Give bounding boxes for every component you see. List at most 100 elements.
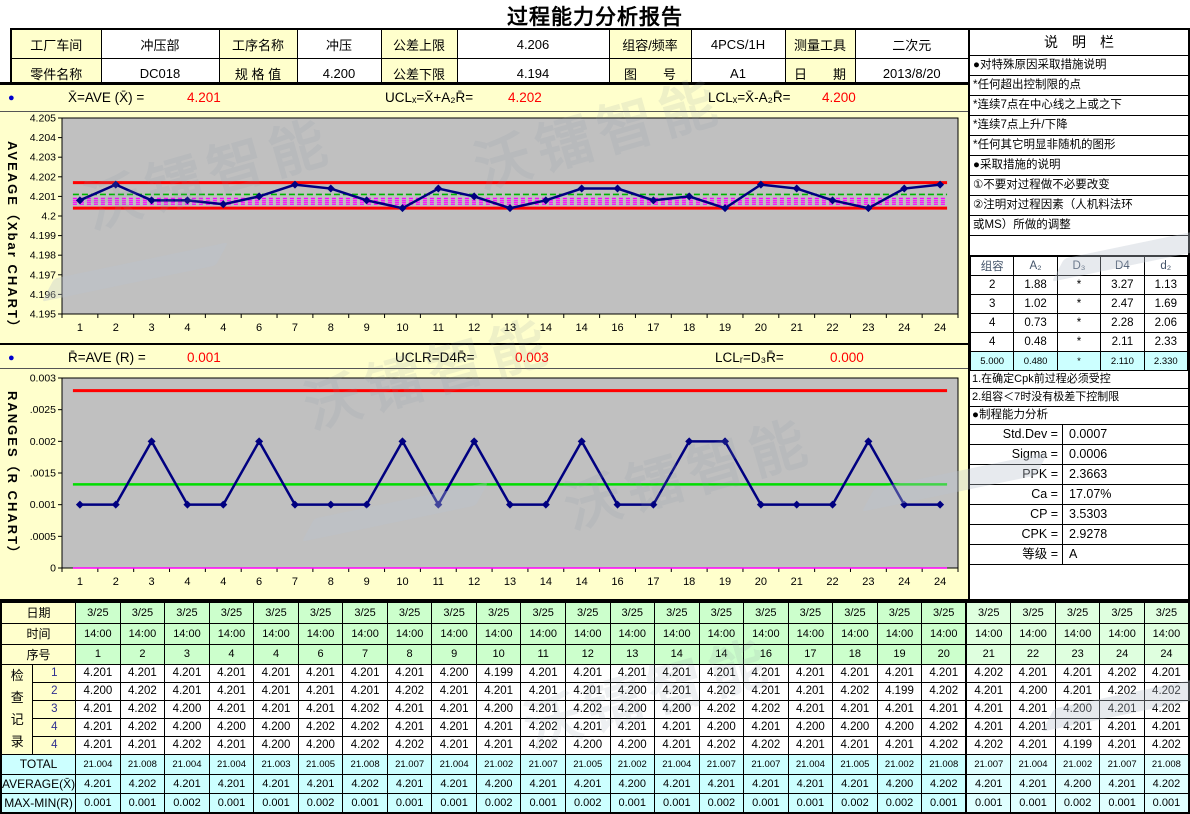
measurement-cell[interactable]: 4.201 [431,717,477,737]
time-cell[interactable]: 14:00 [1054,622,1101,645]
measurement-cell[interactable]: 4.200 [208,717,255,737]
measurement-cell[interactable]: 4.202 [386,681,433,701]
measurement-cell[interactable]: 4.201 [297,663,344,683]
info-value[interactable]: 冲压部 [100,28,220,59]
measurement-cell[interactable]: 4.201 [654,681,700,701]
measurement-cell[interactable]: 4.202 [564,699,611,719]
date-cell[interactable]: 3/25 [1099,601,1145,624]
date-cell[interactable]: 3/25 [698,601,745,624]
measurement-cell[interactable]: 4.201 [1099,735,1145,755]
measurement-cell[interactable]: 4.201 [743,681,789,701]
measurement-cell[interactable]: 4.201 [1099,717,1145,737]
measurement-cell[interactable]: 4.201 [787,681,834,701]
measurement-cell[interactable]: 4.201 [965,681,1012,701]
measurement-cell[interactable]: 4.202 [965,663,1012,683]
measurement-cell[interactable]: 4.201 [876,663,923,683]
measurement-cell[interactable]: 4.200 [164,717,210,737]
measurement-cell[interactable]: 4.201 [164,663,210,683]
measurement-cell[interactable]: 4.202 [921,735,967,755]
measurement-cell[interactable]: 4.201 [475,681,522,701]
measurement-cell[interactable]: 4.201 [787,663,834,683]
measurement-cell[interactable]: 4.201 [609,663,656,683]
measurement-cell[interactable]: 4.202 [119,681,166,701]
measurement-cell[interactable]: 4.201 [832,699,878,719]
measurement-cell[interactable]: 4.201 [253,663,299,683]
measurement-cell[interactable]: 4.201 [342,663,388,683]
measurement-cell[interactable]: 4.201 [208,735,255,755]
time-cell[interactable]: 14:00 [520,622,566,645]
measurement-cell[interactable]: 4.201 [208,699,255,719]
time-cell[interactable]: 14:00 [743,622,789,645]
measurement-cell[interactable]: 4.201 [1099,699,1145,719]
measurement-cell[interactable]: 4.201 [342,681,388,701]
measurement-cell[interactable]: 4.200 [1054,699,1101,719]
date-cell[interactable]: 3/25 [164,601,210,624]
time-cell[interactable]: 14:00 [431,622,477,645]
measurement-cell[interactable]: 4.201 [654,663,700,683]
time-cell[interactable]: 14:00 [1143,622,1190,645]
time-cell[interactable]: 14:00 [832,622,878,645]
info-value[interactable]: 4PCS/1H [690,28,786,59]
measurement-cell[interactable]: 4.201 [654,735,700,755]
measurement-cell[interactable]: 4.201 [386,717,433,737]
date-cell[interactable]: 3/25 [520,601,566,624]
measurement-cell[interactable]: 4.201 [119,735,166,755]
measurement-cell[interactable]: 4.201 [253,699,299,719]
measurement-cell[interactable]: 4.201 [297,699,344,719]
date-cell[interactable]: 3/25 [208,601,255,624]
measurement-cell[interactable]: 4.201 [921,663,967,683]
measurement-cell[interactable]: 4.201 [386,663,433,683]
measurement-cell[interactable]: 4.201 [164,681,210,701]
measurement-cell[interactable]: 4.200 [253,735,299,755]
measurement-cell[interactable]: 4.200 [654,699,700,719]
measurement-cell[interactable]: 4.199 [876,681,923,701]
measurement-cell[interactable]: 4.201 [743,663,789,683]
measurement-cell[interactable]: 4.201 [1010,699,1056,719]
measurement-cell[interactable]: 4.202 [1143,699,1190,719]
measurement-cell[interactable]: 4.200 [609,699,656,719]
measurement-cell[interactable]: 4.201 [1143,663,1190,683]
date-cell[interactable]: 3/25 [609,601,656,624]
measurement-cell[interactable]: 4.201 [520,699,566,719]
measurement-cell[interactable]: 4.201 [297,681,344,701]
measurement-cell[interactable]: 4.202 [743,699,789,719]
time-cell[interactable]: 14:00 [164,622,210,645]
date-cell[interactable]: 3/25 [832,601,878,624]
date-cell[interactable]: 3/25 [1143,601,1190,624]
measurement-cell[interactable]: 4.201 [965,699,1012,719]
time-cell[interactable]: 14:00 [564,622,611,645]
measurement-cell[interactable]: 4.201 [609,717,656,737]
measurement-cell[interactable]: 4.201 [253,681,299,701]
measurement-cell[interactable]: 4.200 [297,735,344,755]
measurement-cell[interactable]: 4.202 [297,717,344,737]
measurement-cell[interactable]: 4.200 [787,717,834,737]
time-cell[interactable]: 14:00 [876,622,923,645]
date-cell[interactable]: 3/25 [1010,601,1056,624]
measurement-cell[interactable]: 4.200 [609,735,656,755]
measurement-cell[interactable]: 4.201 [119,663,166,683]
measurement-cell[interactable]: 4.200 [431,663,477,683]
measurement-cell[interactable]: 4.202 [1099,681,1145,701]
measurement-cell[interactable]: 4.200 [475,699,522,719]
time-cell[interactable]: 14:00 [1010,622,1056,645]
date-cell[interactable]: 3/25 [119,601,166,624]
measurement-cell[interactable]: 4.202 [965,735,1012,755]
date-cell[interactable]: 3/25 [921,601,967,624]
date-cell[interactable]: 3/25 [253,601,299,624]
date-cell[interactable]: 3/25 [475,601,522,624]
measurement-cell[interactable]: 4.200 [253,717,299,737]
info-value[interactable]: 二次元 [854,28,970,59]
measurement-cell[interactable]: 4.201 [1054,681,1101,701]
date-cell[interactable]: 3/25 [564,601,611,624]
measurement-cell[interactable]: 4.202 [743,735,789,755]
measurement-cell[interactable]: 4.201 [876,735,923,755]
measurement-cell[interactable]: 4.202 [119,699,166,719]
measurement-cell[interactable]: 4.202 [386,735,433,755]
measurement-cell[interactable]: 4.201 [564,663,611,683]
measurement-cell[interactable]: 4.199 [1054,735,1101,755]
measurement-cell[interactable]: 4.201 [1010,717,1056,737]
measurement-cell[interactable]: 4.202 [520,717,566,737]
measurement-cell[interactable]: 4.201 [832,663,878,683]
measurement-cell[interactable]: 4.201 [431,681,477,701]
measurement-cell[interactable]: 4.201 [431,735,477,755]
